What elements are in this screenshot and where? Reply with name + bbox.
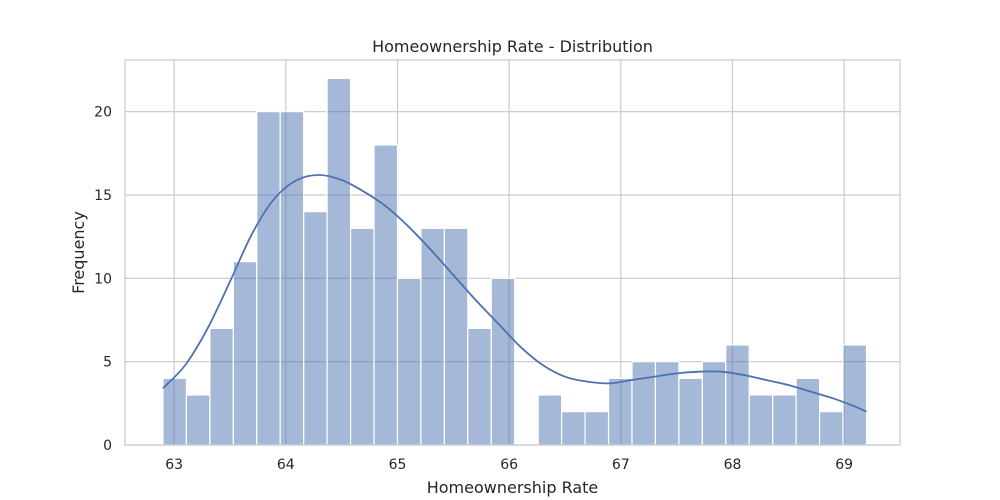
histogram-bar <box>467 327 492 446</box>
histogram-bar <box>607 377 633 446</box>
x-tick-label: 65 <box>389 457 407 473</box>
x-tick-label: 64 <box>277 457 295 473</box>
x-tick-labels: 63 64 65 66 67 68 69 <box>165 457 853 473</box>
histogram-bar <box>561 411 586 446</box>
histogram-bar <box>349 227 375 446</box>
histogram-bar <box>326 77 352 446</box>
histogram-bar <box>209 327 234 446</box>
y-axis-label: Frequency <box>69 211 88 294</box>
kde-curve <box>162 174 867 413</box>
y-tick-label: 20 <box>94 105 112 121</box>
histogram-bar <box>748 394 774 446</box>
histogram-bar <box>772 394 797 446</box>
histogram-bar <box>701 361 727 446</box>
histogram-bar <box>396 277 422 446</box>
histogram-bar <box>631 361 657 446</box>
histogram-bar <box>584 411 610 446</box>
histogram-bar <box>490 277 516 446</box>
x-tick-label: 68 <box>724 457 742 473</box>
y-tick-labels: 0 5 10 15 20 <box>94 105 112 454</box>
histogram-bar <box>232 261 258 446</box>
histogram-bar <box>678 377 703 446</box>
x-tick-label: 67 <box>612 457 630 473</box>
histogram-bars <box>162 77 868 446</box>
histogram-bar <box>373 144 399 446</box>
histogram-bar <box>162 377 188 446</box>
chart-title: Homeownership Rate - Distribution <box>372 37 653 56</box>
histogram-bar <box>256 111 281 446</box>
x-axis-label: Homeownership Rate <box>427 478 599 497</box>
histogram-bar <box>725 344 750 446</box>
x-tick-label: 66 <box>500 457 518 473</box>
kde-curve-group <box>162 174 867 413</box>
y-tick-label: 0 <box>103 438 112 454</box>
y-tick-label: 15 <box>94 188 112 204</box>
y-tick-label: 5 <box>103 355 112 371</box>
histogram-bar <box>818 411 844 446</box>
x-tick-label: 63 <box>165 457 183 473</box>
histogram-bar <box>443 227 469 446</box>
histogram-bar <box>303 211 328 446</box>
histogram-bar <box>842 344 868 446</box>
x-tick-label: 69 <box>835 457 853 473</box>
plot-frame <box>124 59 901 446</box>
histogram-bar <box>185 394 211 446</box>
y-tick-label: 10 <box>94 271 112 287</box>
histogram-bar <box>279 111 305 446</box>
histogram-bar <box>537 394 563 446</box>
